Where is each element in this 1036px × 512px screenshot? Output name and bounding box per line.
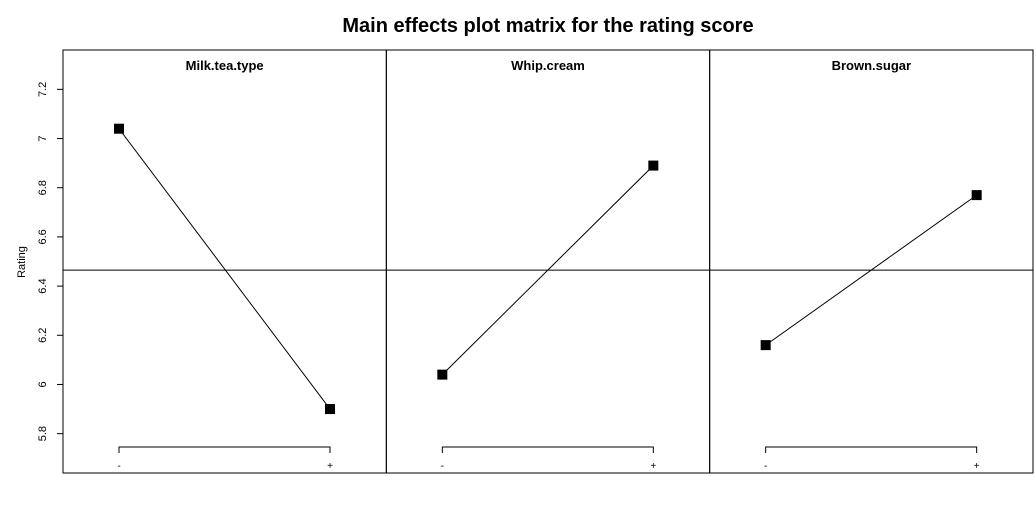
data-point <box>971 190 982 201</box>
y-tick-label: 6 <box>37 381 49 387</box>
level-label: - <box>441 461 444 472</box>
effect-line <box>765 194 977 346</box>
effect-line <box>441 165 654 375</box>
level-label: - <box>117 461 120 472</box>
panel-title: Brown.sugar <box>832 58 911 73</box>
level-label: + <box>974 461 980 472</box>
effect-line <box>118 128 331 410</box>
y-tick-label: 6.2 <box>37 328 49 343</box>
data-point <box>325 404 335 415</box>
level-bracket <box>118 446 331 453</box>
y-tick-label: 7.2 <box>37 82 49 97</box>
y-tick-label: 6.4 <box>37 278 49 293</box>
level-label: - <box>764 461 767 472</box>
y-tick-label: 5.8 <box>37 426 49 441</box>
panel-milk-tea-type: Milk.tea.type - + <box>62 49 387 474</box>
y-tick-label: 6.8 <box>37 180 49 195</box>
panel-title: Whip.cream <box>511 58 585 73</box>
panel-whip-cream: Whip.cream - + <box>385 49 711 474</box>
data-point <box>437 369 448 380</box>
y-tick-label: 7 <box>37 135 49 141</box>
level-label: + <box>650 461 656 472</box>
panel-frame <box>709 49 1034 474</box>
level-label: + <box>327 461 333 472</box>
panel-frame <box>385 49 711 474</box>
panel-frame <box>62 49 387 474</box>
data-point <box>114 123 124 134</box>
data-point <box>760 340 771 351</box>
y-tick-label: 6.6 <box>37 229 49 244</box>
level-bracket <box>765 446 978 453</box>
y-axis: 5.8 6 6.2 6.4 6.6 6.8 7 7.2 <box>37 82 63 441</box>
panel-brown-sugar: Brown.sugar - + <box>709 49 1034 474</box>
panels: Milk.tea.type - + Whip.cream - + Brown.sugar - + <box>62 49 1034 474</box>
panel-title: Milk.tea.type <box>186 58 264 73</box>
chart-title: Main effects plot matrix for the rating … <box>342 15 753 37</box>
level-bracket <box>441 446 654 453</box>
y-axis-label: Rating <box>16 246 28 278</box>
data-point <box>648 160 659 171</box>
